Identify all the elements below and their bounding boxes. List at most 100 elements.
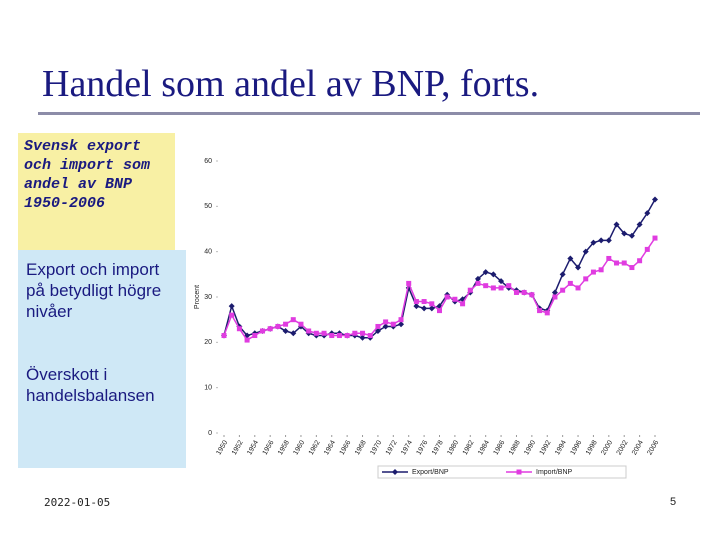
data-point	[452, 296, 458, 302]
data-point	[321, 330, 327, 336]
y-tick-label: 0	[208, 430, 212, 437]
x-tick-label: 2002	[616, 439, 630, 456]
x-tick-label: 1950	[215, 439, 229, 456]
data-point	[313, 330, 319, 336]
data-point	[575, 264, 582, 271]
data-point	[398, 321, 405, 328]
data-point	[336, 333, 342, 339]
data-point	[467, 287, 473, 293]
x-tick-label: 1958	[277, 439, 291, 456]
x-tick-label: 1962	[308, 439, 322, 456]
data-point	[421, 299, 427, 305]
data-point	[637, 258, 643, 264]
legend-label: Export/BNP	[412, 469, 449, 476]
data-point	[282, 328, 289, 334]
data-point	[652, 235, 658, 241]
data-point	[252, 333, 258, 339]
caption-box: Svensk export och import som andel av BN…	[18, 133, 175, 250]
x-tick-label: 2006	[646, 439, 660, 456]
y-tick-label: 60	[204, 158, 212, 165]
x-tick-label: 1952	[231, 439, 245, 456]
x-tick-label: 1978	[431, 439, 445, 456]
data-point	[552, 294, 558, 300]
data-point	[221, 333, 227, 339]
data-point	[428, 305, 435, 312]
data-point	[244, 337, 250, 343]
point: Export och import på betydligt högre niv…	[26, 260, 162, 321]
x-tick-label: 2004	[631, 439, 645, 456]
x-tick-label: 1964	[323, 439, 337, 456]
title-rule	[38, 112, 700, 115]
y-tick-label: 30	[204, 294, 212, 301]
data-point	[344, 333, 350, 339]
data-point	[228, 303, 235, 310]
data-point	[382, 323, 389, 330]
x-tick-label: 1990	[523, 439, 537, 456]
data-point	[590, 269, 596, 275]
data-point	[374, 328, 381, 334]
slide-title: Handel som andel av BNP, forts.	[42, 63, 540, 105]
x-tick-label: 1968	[354, 439, 368, 456]
data-point	[437, 308, 442, 314]
data-point	[644, 210, 651, 217]
data-point	[475, 280, 481, 286]
data-point	[421, 305, 428, 312]
data-point	[628, 232, 635, 239]
data-point	[559, 271, 566, 278]
x-tick-label: 1982	[462, 439, 476, 456]
data-point	[567, 280, 573, 286]
legend-label: Import/BNP	[536, 469, 573, 476]
data-point	[283, 321, 289, 327]
data-point	[298, 321, 304, 327]
data-point	[482, 269, 489, 276]
x-tick-label: 1998	[585, 439, 599, 456]
data-point	[598, 267, 604, 273]
data-point	[537, 308, 543, 314]
y-axis-label: Procent	[194, 285, 201, 309]
x-tick-label: 1992	[539, 439, 553, 456]
x-tick-label: 1984	[477, 439, 491, 456]
y-tick-label: 50	[204, 203, 212, 210]
data-point	[544, 310, 550, 316]
data-point	[583, 276, 589, 282]
data-point	[398, 317, 404, 323]
data-point	[413, 299, 419, 305]
data-point	[329, 333, 335, 339]
data-point	[236, 326, 242, 332]
date: 2022-01-05	[44, 496, 111, 509]
data-point	[259, 328, 265, 334]
legend-marker	[392, 469, 398, 475]
data-point	[644, 246, 650, 252]
y-tick-label: 10	[204, 385, 212, 392]
data-point	[383, 319, 389, 325]
data-point	[229, 312, 235, 318]
legend-box	[377, 465, 627, 479]
x-tick-label: 1974	[400, 439, 414, 456]
data-point	[606, 255, 612, 261]
data-point	[614, 260, 620, 266]
data-point	[359, 334, 366, 341]
data-point	[306, 328, 312, 334]
x-tick-label: 1986	[493, 439, 507, 456]
data-point	[490, 285, 496, 291]
data-point	[613, 221, 620, 228]
page-number: 5	[670, 496, 677, 508]
y-tick-label: 40	[204, 249, 212, 256]
y-tick-label: 20	[204, 339, 212, 346]
data-point	[267, 326, 273, 332]
x-tick-label: 1980	[446, 439, 460, 456]
data-point	[460, 301, 466, 307]
x-tick-label: 1956	[262, 439, 276, 456]
data-point	[629, 265, 635, 271]
data-point	[582, 248, 589, 255]
data-point	[375, 323, 381, 329]
x-tick-label: 1996	[570, 439, 584, 456]
data-point	[498, 278, 505, 285]
data-point	[560, 287, 566, 293]
data-point	[551, 289, 558, 296]
data-point	[575, 285, 581, 291]
x-tick-label: 1976	[416, 439, 430, 456]
data-point	[352, 330, 358, 336]
